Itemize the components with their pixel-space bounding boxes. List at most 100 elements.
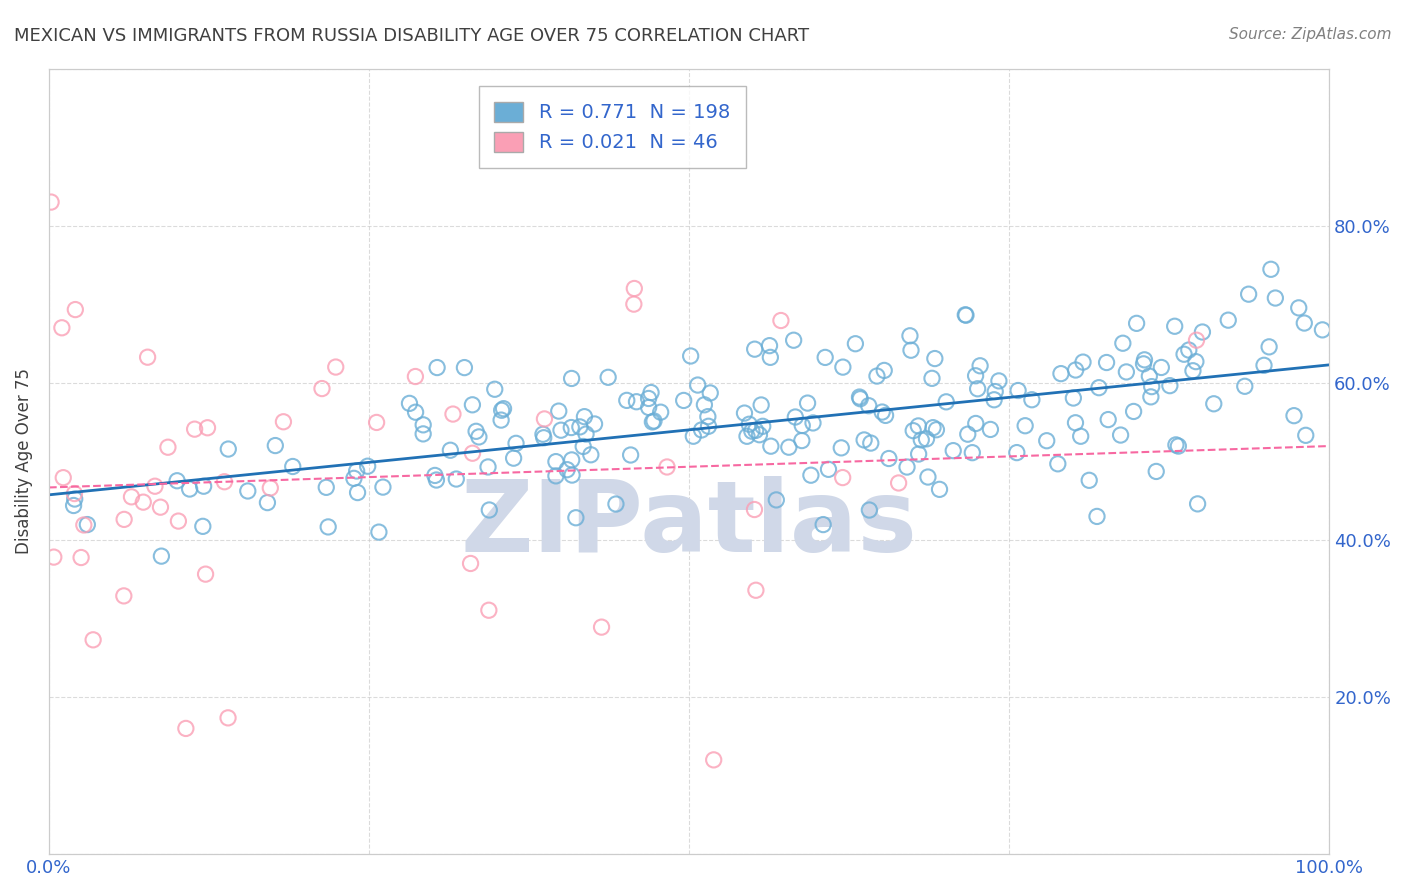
Point <box>1159 378 1181 392</box>
Point <box>143 479 166 493</box>
Y-axis label: Disability Age Over 75: Disability Age Over 75 <box>15 368 32 554</box>
Point <box>550 423 572 437</box>
Point <box>1132 357 1154 371</box>
Point <box>465 425 488 439</box>
Point <box>907 447 929 461</box>
Point <box>744 424 766 438</box>
Point <box>489 413 512 427</box>
Point <box>179 482 201 496</box>
Point <box>922 420 945 434</box>
Point <box>1260 262 1282 277</box>
Point <box>412 417 434 432</box>
Point <box>1097 412 1119 426</box>
Point <box>1181 364 1204 378</box>
Point <box>896 460 918 475</box>
Point <box>1064 363 1087 377</box>
Point <box>1178 343 1201 357</box>
Point <box>1112 336 1135 351</box>
Point <box>477 459 499 474</box>
Point <box>42 550 65 565</box>
Point <box>907 419 929 434</box>
Point <box>814 351 837 365</box>
Point <box>751 419 773 434</box>
Point <box>866 369 889 384</box>
Point <box>579 448 602 462</box>
Point <box>903 424 925 438</box>
Point <box>733 406 755 420</box>
Point <box>796 396 818 410</box>
Point <box>693 398 716 412</box>
Point <box>82 632 104 647</box>
Point <box>1173 347 1195 361</box>
Point <box>63 486 86 500</box>
Text: ZIPatlas: ZIPatlas <box>461 475 918 573</box>
Point <box>484 382 506 396</box>
Point <box>505 436 527 450</box>
Point <box>136 350 159 364</box>
Point <box>1137 369 1160 384</box>
Point <box>1050 367 1073 381</box>
Point <box>256 495 278 509</box>
Point <box>1218 313 1240 327</box>
Point <box>811 517 834 532</box>
Point <box>870 405 893 419</box>
Point <box>831 470 853 484</box>
Point <box>371 480 394 494</box>
Point <box>641 415 664 429</box>
Point <box>873 363 896 377</box>
Point <box>426 360 449 375</box>
Point <box>491 403 513 417</box>
Point <box>446 472 468 486</box>
Point <box>925 423 948 437</box>
Point <box>1312 323 1334 337</box>
Point <box>735 429 758 443</box>
Point <box>769 313 792 327</box>
Point <box>626 394 648 409</box>
Point <box>1140 379 1163 393</box>
Point <box>544 468 567 483</box>
Point <box>741 424 763 438</box>
Point <box>858 399 880 413</box>
Point <box>544 455 567 469</box>
Point <box>749 398 772 412</box>
Point <box>73 518 96 533</box>
Point <box>962 445 984 459</box>
Point <box>655 460 678 475</box>
Point <box>1014 418 1036 433</box>
Point <box>441 407 464 421</box>
Point <box>356 459 378 474</box>
Point <box>343 471 366 485</box>
Point <box>1070 429 1092 443</box>
Point <box>942 443 965 458</box>
Point <box>643 414 665 428</box>
Point <box>830 441 852 455</box>
Point <box>1264 291 1286 305</box>
Point <box>236 483 259 498</box>
Point <box>183 422 205 436</box>
Point <box>858 503 880 517</box>
Point <box>1253 359 1275 373</box>
Point <box>924 351 946 366</box>
Point <box>1021 392 1043 407</box>
Point <box>983 392 1005 407</box>
Point <box>1064 416 1087 430</box>
Point <box>672 393 695 408</box>
Point <box>765 492 787 507</box>
Point <box>748 427 770 442</box>
Point <box>112 512 135 526</box>
Point <box>492 401 515 416</box>
Point <box>531 427 554 442</box>
Point <box>404 369 426 384</box>
Point <box>955 308 977 322</box>
Point <box>1233 379 1256 393</box>
Point <box>560 420 582 434</box>
Point <box>801 416 824 430</box>
Point <box>620 448 643 462</box>
Point <box>887 475 910 490</box>
Point <box>174 722 197 736</box>
Point <box>917 470 939 484</box>
Point <box>877 451 900 466</box>
Point <box>423 468 446 483</box>
Point <box>346 464 368 478</box>
Point <box>1071 355 1094 369</box>
